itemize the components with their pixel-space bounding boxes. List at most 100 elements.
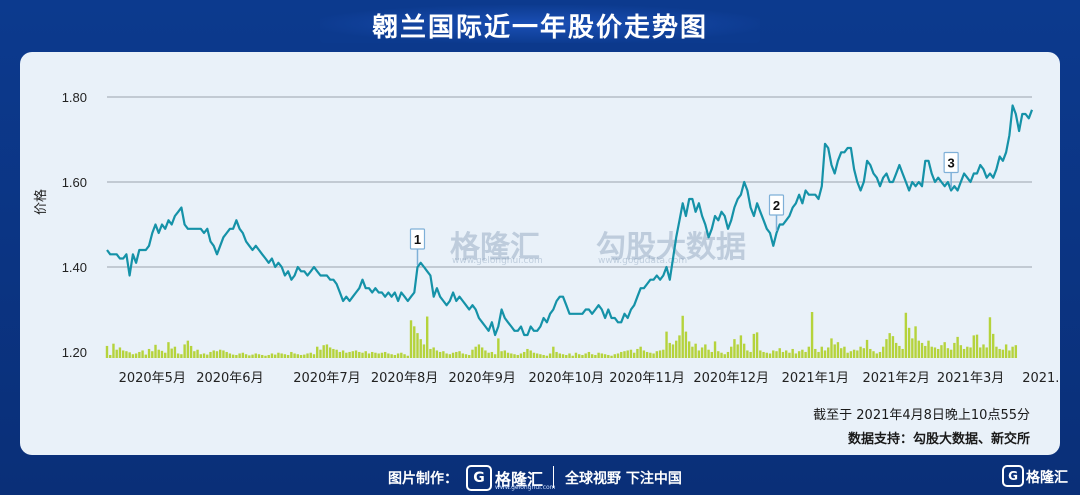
- volume-bar: [565, 354, 568, 358]
- volume-bar: [283, 354, 287, 358]
- volume-bar: [817, 351, 820, 358]
- volume-bar: [730, 346, 733, 358]
- volume-bar: [671, 344, 675, 358]
- volume-bar: [160, 350, 164, 358]
- volume-bar: [539, 354, 542, 358]
- volume-bar: [613, 354, 616, 358]
- volume-bar: [995, 346, 998, 358]
- volume-bar: [138, 351, 141, 358]
- watermark-gogudata-url: www.gogudata.com: [598, 256, 688, 266]
- volume-bar: [542, 354, 545, 358]
- y-tick-label: 1.60: [62, 175, 87, 190]
- volume-bar: [762, 351, 765, 358]
- volume-bar: [183, 344, 186, 358]
- volume-bar: [652, 353, 655, 358]
- volume-bar: [500, 351, 503, 358]
- volume-bar: [445, 353, 448, 358]
- volume-bar: [380, 352, 384, 358]
- volume-bar: [471, 349, 474, 358]
- volume-bar: [713, 341, 717, 358]
- volume-bar: [390, 354, 393, 358]
- volume-bar: [924, 345, 927, 358]
- volume-bar: [830, 338, 833, 358]
- volume-bar: [251, 354, 254, 358]
- volume-bar: [312, 354, 316, 358]
- volume-bar: [180, 354, 183, 358]
- volume-bar: [953, 342, 956, 358]
- volume-bar: [768, 353, 772, 358]
- volume-bar: [193, 351, 196, 358]
- volume-bar: [422, 344, 426, 358]
- volume-bar: [118, 347, 122, 358]
- x-tick-label: 2020年12月: [693, 371, 769, 386]
- annotation-label: 1: [414, 232, 421, 247]
- volume-bar: [461, 353, 464, 358]
- volume-bar: [442, 351, 445, 358]
- volume-bar: [681, 315, 684, 358]
- volume-bar: [484, 350, 487, 358]
- x-tick-label: 2020年6月: [196, 371, 263, 386]
- footer-brand-url: www.gelonghui.com: [495, 484, 556, 491]
- volume-bar: [804, 351, 807, 358]
- volume-bar: [248, 355, 251, 358]
- volume-bar: [991, 333, 995, 358]
- volume-bar: [788, 352, 791, 358]
- x-tick-label: 2020年11月: [609, 371, 685, 386]
- volume-bar: [121, 350, 125, 358]
- volume-bar: [128, 352, 131, 358]
- volume-bar: [1001, 349, 1005, 358]
- volume-bar: [823, 350, 827, 358]
- volume-bar: [131, 354, 135, 358]
- volume-bar: [186, 340, 190, 358]
- volume-bar: [856, 350, 859, 358]
- volume-bar: [791, 348, 794, 358]
- volume-bar: [306, 353, 309, 358]
- volume-bar: [451, 352, 455, 358]
- volume-bar: [943, 342, 946, 358]
- volume-bar: [1004, 344, 1008, 358]
- y-axis-label: 价格: [33, 189, 49, 215]
- volume-bar: [218, 349, 222, 358]
- volume-bar: [238, 353, 241, 358]
- volume-bar: [662, 349, 665, 358]
- x-tick-label: 2021年2月: [862, 371, 929, 386]
- volume-bar: [937, 348, 940, 358]
- volume-bar: [235, 354, 238, 358]
- volume-bar: [167, 342, 170, 358]
- volume-bar: [597, 352, 600, 358]
- y-tick-label: 1.80: [62, 90, 87, 105]
- volume-bar: [341, 350, 345, 358]
- volume-bar: [319, 349, 322, 358]
- volume-bar: [406, 355, 409, 358]
- volume-bar: [571, 355, 574, 358]
- volume-bar: [687, 341, 691, 358]
- volume-bar: [720, 352, 723, 358]
- volume-bar: [387, 353, 390, 358]
- volume-bar: [215, 351, 219, 358]
- volume-bar: [623, 351, 626, 358]
- volume-bar: [901, 348, 904, 358]
- volume-bar: [490, 351, 494, 358]
- source-note: 数据支持：勾股大数据、新交所: [847, 432, 1030, 447]
- volume-bar: [383, 351, 387, 358]
- volume-bar: [839, 348, 843, 358]
- volume-bar: [574, 352, 578, 358]
- volume-bar: [157, 349, 160, 358]
- x-tick-label: 2020年9月: [448, 371, 515, 386]
- volume-bar: [843, 346, 846, 358]
- volume-bar: [888, 333, 891, 358]
- volume-bar: [332, 348, 335, 358]
- volume-bar: [885, 339, 888, 358]
- volume-bar: [448, 354, 452, 358]
- volume-bar: [733, 339, 736, 358]
- watermark-gelonghui-url: www.gelonghui.com: [452, 256, 543, 266]
- annotation-label: 3: [948, 156, 955, 171]
- volume-bar: [620, 351, 623, 358]
- volume-bar: [419, 339, 422, 358]
- volume-bar: [151, 351, 154, 358]
- volume-bar: [510, 353, 513, 358]
- volume-bar: [862, 348, 866, 358]
- volume-bar: [548, 353, 552, 358]
- volume-bar: [1008, 350, 1011, 358]
- volume-bar: [755, 332, 759, 358]
